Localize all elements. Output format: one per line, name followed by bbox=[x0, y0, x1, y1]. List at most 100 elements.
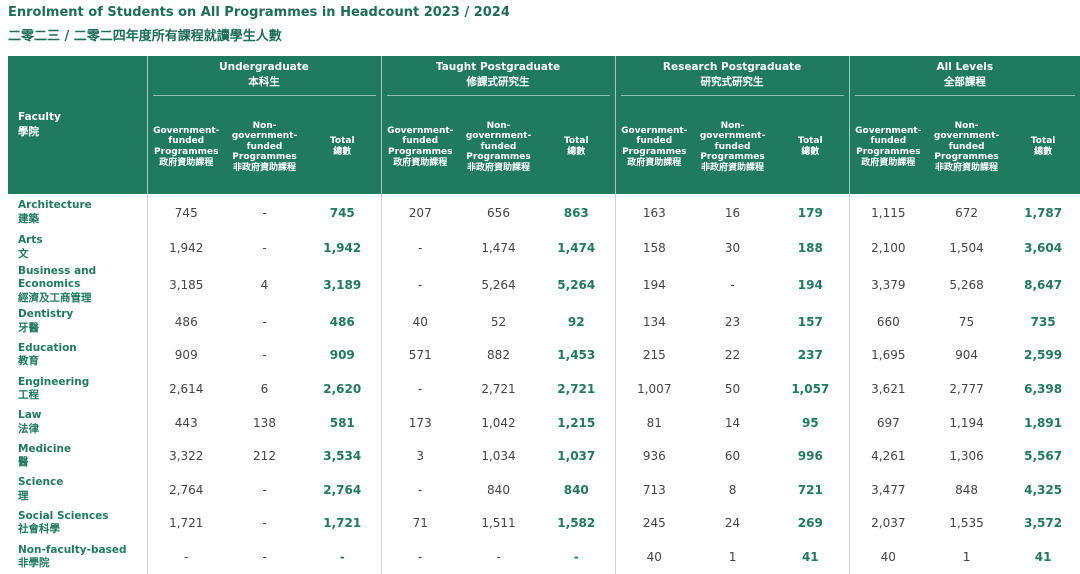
group-header-en: All Levels bbox=[936, 61, 994, 73]
value-cell: 904 bbox=[955, 348, 979, 363]
value-cell: 22 bbox=[724, 348, 741, 363]
total-cell: 8,647 bbox=[1024, 277, 1063, 292]
total-cell: 1,037 bbox=[557, 449, 596, 464]
faculty-name-en: Law bbox=[18, 409, 42, 422]
value-cell: 134 bbox=[614, 305, 694, 339]
value-cell: 1,034 bbox=[481, 449, 516, 464]
table-row: Social Sciences 社會科學 1,721-1,721 71 1,511 1,5… bbox=[8, 506, 1080, 541]
sub-header-zh: 政府資助課程 bbox=[861, 157, 916, 168]
value-cell: 5,268 bbox=[949, 277, 984, 292]
value-cell: 882 bbox=[487, 348, 510, 363]
value-cell: 50 bbox=[724, 382, 741, 397]
value-cell: 1,306 bbox=[949, 449, 984, 464]
faculty-cell: Education 教育 bbox=[8, 339, 147, 373]
value-cell: 840 bbox=[487, 482, 510, 497]
total-cell: 3,604 bbox=[1024, 240, 1063, 255]
table-row: Medicine 醫 3,322 212 3,534 3 1,034 1,037 936 60 99… bbox=[8, 439, 1080, 474]
value-cell: 3 bbox=[380, 439, 459, 474]
value-cell: 245 bbox=[614, 506, 694, 541]
table-row: Architecture 建築 745-745 207 656 863 163 16 179 1,… bbox=[8, 194, 1080, 231]
faculty-name-en: Non-faculty-based bbox=[18, 543, 127, 556]
total-cell: 996 bbox=[797, 449, 823, 464]
value-cell: 75 bbox=[958, 314, 975, 329]
total-cell: 2,620 bbox=[323, 382, 362, 397]
faculty-header-zh: 學院 bbox=[18, 126, 39, 138]
value-cell: 1,504 bbox=[949, 240, 984, 255]
sub-header-zh: 政府資助課程 bbox=[393, 157, 448, 168]
faculty-name-en: Engineering bbox=[18, 375, 90, 388]
value-cell: - bbox=[146, 540, 225, 574]
value-cell: 40 bbox=[380, 305, 459, 339]
faculty-cell: Engineering 工程 bbox=[8, 372, 147, 406]
faculty-cell: Business and Economics 經濟及工商管理 bbox=[8, 265, 147, 306]
sub-header-non-government-funded: Non-government-funded Programmes 非政府資助課程 bbox=[225, 100, 304, 194]
value-cell: - bbox=[262, 314, 267, 329]
sub-header-zh: 總數 bbox=[801, 147, 820, 157]
table-row: Arts 文 1,942-1,942-1,474 1,474 158 30 188 2,100… bbox=[8, 231, 1080, 265]
faculty-name-zh: 理 bbox=[18, 489, 29, 502]
value-cell: 3,621 bbox=[848, 372, 928, 406]
value-cell: 1,194 bbox=[949, 415, 984, 430]
faculty-name-zh: 經濟及工商管理 bbox=[18, 291, 92, 304]
group-header-zh: 研究式研究生 bbox=[700, 76, 764, 88]
faculty-name-en: Arts bbox=[18, 234, 43, 247]
faculty-name-zh: 法律 bbox=[18, 422, 39, 435]
faculty-cell: Non-faculty-based 非學院 bbox=[8, 540, 147, 574]
value-cell: 1,115 bbox=[848, 194, 928, 231]
total-cell: 735 bbox=[1030, 314, 1056, 329]
value-cell: 571 bbox=[380, 338, 459, 373]
value-cell: 173 bbox=[380, 405, 459, 440]
total-cell: 3,534 bbox=[323, 449, 362, 464]
value-cell: 1,695 bbox=[848, 338, 928, 373]
value-cell: 1,007 bbox=[614, 372, 694, 406]
faculty-header: Faculty 學院 bbox=[8, 56, 147, 194]
faculty-cell: Architecture 建築 bbox=[8, 194, 147, 231]
sub-header-en: Total bbox=[798, 136, 823, 147]
value-cell: - bbox=[380, 231, 459, 265]
table-row: Science 理 2,764-2,764-840 840 713 8 721 3,477 84… bbox=[8, 473, 1080, 507]
total-cell: 863 bbox=[563, 205, 589, 220]
value-cell: 848 bbox=[955, 482, 979, 497]
value-cell: 1,721 bbox=[146, 506, 225, 541]
total-cell: 188 bbox=[797, 240, 823, 255]
value-cell: 2,764 bbox=[146, 473, 225, 507]
sub-header-zh: 非政府資助課程 bbox=[935, 162, 999, 173]
enrolment-table: Faculty 學院 Undergraduate 本科生 Taught Post… bbox=[8, 56, 1080, 574]
total-cell: 1,891 bbox=[1024, 415, 1063, 430]
faculty-name-en: Architecture bbox=[18, 199, 92, 211]
value-cell: 443 bbox=[146, 405, 225, 440]
total-cell: 840 bbox=[563, 482, 589, 497]
total-cell: - bbox=[339, 550, 345, 565]
total-cell: 721 bbox=[797, 482, 823, 497]
table-row: Dentistry 牙醫 486-486 40 52 92 134 23 157 660 75 735 bbox=[8, 305, 1080, 339]
faculty-cell: Law 法律 bbox=[8, 406, 147, 440]
total-cell: 1,215 bbox=[557, 415, 596, 430]
value-cell: 4,261 bbox=[848, 439, 928, 474]
sub-header-government-funded: Government-funded Programmes 政府資助課程 bbox=[614, 100, 694, 194]
value-cell: 1,535 bbox=[949, 516, 984, 531]
value-cell: 1,042 bbox=[481, 415, 516, 430]
value-cell: 6 bbox=[260, 382, 269, 397]
value-cell: - bbox=[730, 277, 735, 292]
faculty-name-en: Medicine bbox=[18, 442, 72, 455]
value-cell: - bbox=[380, 372, 459, 406]
faculty-name-en: Business and Economics bbox=[18, 264, 97, 291]
value-cell: 672 bbox=[955, 205, 979, 220]
value-cell: - bbox=[262, 348, 267, 363]
table-row: Business and Economics 經濟及工商管理 3,185 4 3,189… bbox=[8, 264, 1080, 306]
faculty-header-en: Faculty bbox=[18, 111, 61, 123]
sub-header-zh: 政府資助課程 bbox=[627, 157, 682, 168]
value-cell: 3,379 bbox=[848, 264, 928, 306]
total-cell: 6,398 bbox=[1024, 382, 1063, 397]
value-cell: 5,264 bbox=[481, 277, 516, 292]
value-cell: 2,777 bbox=[949, 382, 984, 397]
total-cell: 157 bbox=[797, 314, 823, 329]
total-cell: 2,721 bbox=[557, 382, 596, 397]
value-cell: 215 bbox=[614, 338, 694, 373]
total-cell: 1,453 bbox=[557, 348, 596, 363]
sub-header-zh: 總數 bbox=[333, 147, 352, 157]
value-cell: 81 bbox=[614, 405, 694, 440]
value-cell: 745 bbox=[146, 194, 225, 231]
sub-header-en: Government-funded Programmes bbox=[855, 125, 922, 157]
value-cell: 1 bbox=[728, 550, 737, 565]
